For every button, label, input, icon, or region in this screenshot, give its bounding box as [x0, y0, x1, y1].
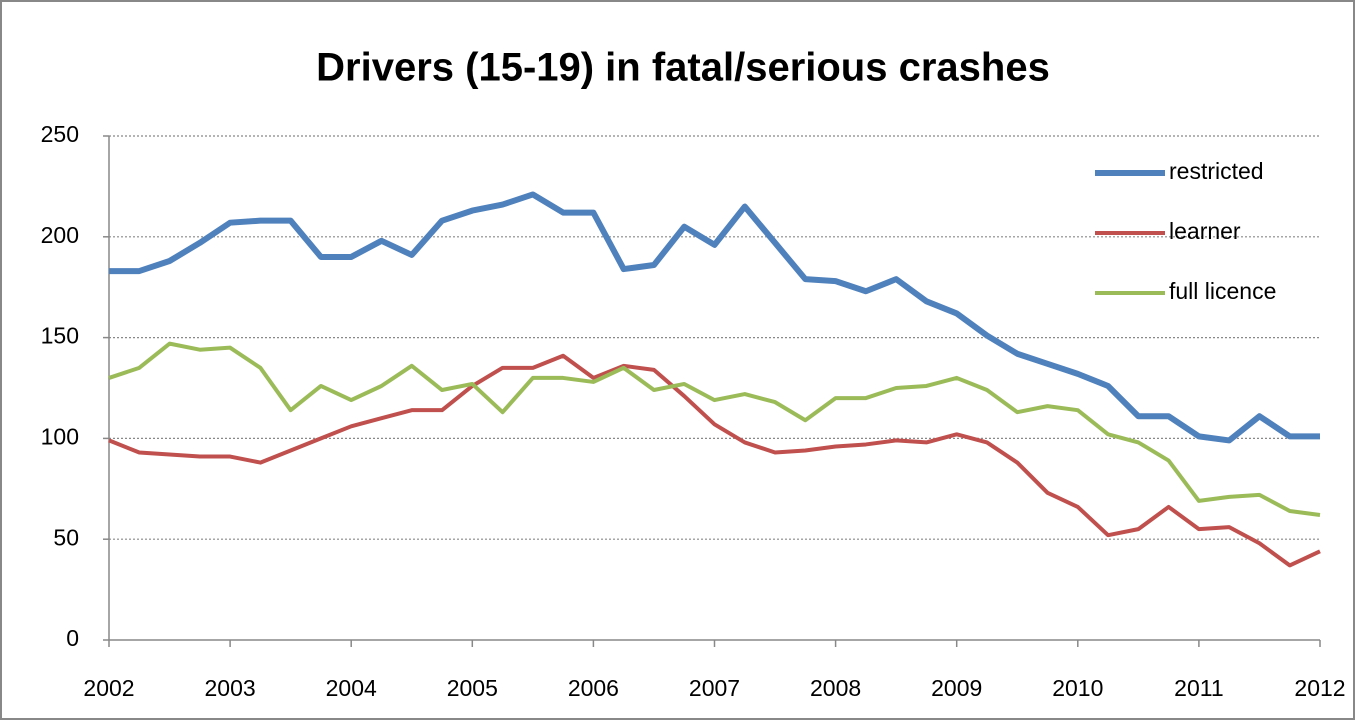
- y-tick-label: 100: [41, 423, 79, 449]
- x-tick-label: 2011: [1174, 675, 1223, 701]
- x-tick-label: 2010: [1052, 675, 1103, 701]
- y-tick-label: 150: [41, 323, 79, 349]
- x-tick-label: 2003: [205, 675, 256, 701]
- x-tick-label: 2005: [447, 675, 498, 701]
- legend-label: full licence: [1169, 278, 1276, 304]
- legend-label: learner: [1169, 218, 1241, 244]
- x-tick-label: 2002: [83, 675, 134, 701]
- series-line: [109, 191, 1320, 444]
- x-tick-label: 2008: [810, 675, 861, 701]
- x-tick-label: 2006: [568, 675, 619, 701]
- series-line: [108, 341, 1321, 517]
- y-tick-label: 250: [41, 121, 79, 147]
- chart-title: Drivers (15-19) in fatal/serious crashes: [316, 46, 1050, 90]
- y-tick-label: 50: [53, 524, 79, 550]
- y-tick-label: 200: [41, 222, 79, 248]
- series-line: [108, 353, 1321, 568]
- x-tick-label: 2004: [326, 675, 377, 701]
- x-tick-label: 2007: [689, 675, 740, 701]
- legend-label: restricted: [1169, 158, 1264, 184]
- y-tick-label: 0: [66, 625, 79, 651]
- x-tick-label: 2009: [931, 675, 982, 701]
- x-tick-label: 2012: [1294, 675, 1345, 701]
